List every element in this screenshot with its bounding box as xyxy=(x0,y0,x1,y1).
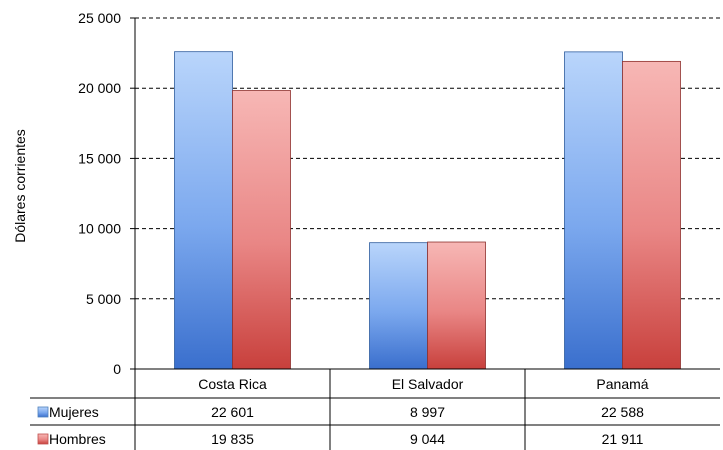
x-tick-label: El Salvador xyxy=(392,376,464,392)
legend-label: Mujeres xyxy=(49,404,99,420)
data-table: Costa Rica El Salvador Panamá Mujeres 22 601… xyxy=(30,369,720,450)
y-tick-label: 15 000 xyxy=(78,150,121,166)
y-tick-label: 10 000 xyxy=(78,221,121,237)
y-tick-label: 20 000 xyxy=(78,80,121,96)
bar-mujeres-costa-rica xyxy=(174,51,233,370)
data-label: 21 911 xyxy=(602,431,644,447)
data-label: 8 997 xyxy=(410,404,445,420)
y-tick-label: 25 000 xyxy=(78,10,121,26)
y-axis-label: Dólares corrientes xyxy=(12,129,28,243)
bar-mujeres-panamá xyxy=(564,51,623,370)
data-label: 19 835 xyxy=(211,431,254,447)
legend-label: Hombres xyxy=(49,431,106,447)
x-tick-label: Costa Rica xyxy=(198,376,267,392)
x-tick-label: Panamá xyxy=(596,376,648,392)
legend-swatch xyxy=(37,433,49,445)
bar-hombres-costa-rica xyxy=(232,90,291,370)
data-label: 22 601 xyxy=(211,404,254,420)
y-tick-label: 5 000 xyxy=(86,291,121,307)
y-tick-label: 0 xyxy=(113,361,121,377)
bar-hombres-el-salvador xyxy=(427,241,486,370)
data-label: 9 044 xyxy=(410,431,445,447)
axes xyxy=(134,18,720,370)
legend-swatch xyxy=(37,406,49,418)
bar-mujeres-el-salvador xyxy=(369,242,428,370)
bars xyxy=(174,51,681,370)
bar-hombres-panamá xyxy=(622,60,681,370)
data-label: 22 588 xyxy=(601,404,644,420)
y-tick-labels: 0 5 000 10 000 15 000 20 000 25 000 xyxy=(78,10,135,377)
